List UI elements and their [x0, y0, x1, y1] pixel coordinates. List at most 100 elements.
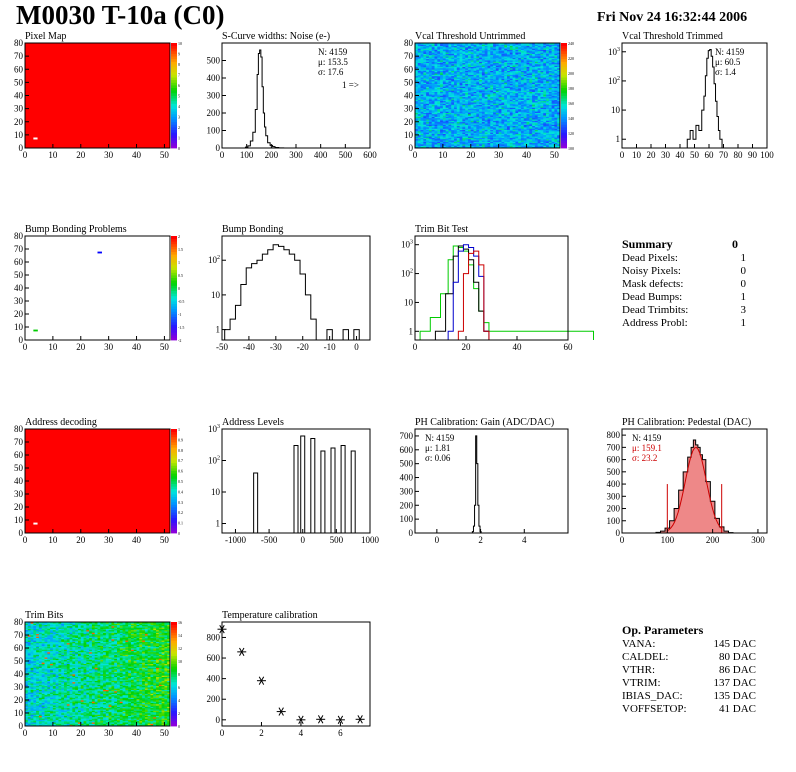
heatmap-cell	[501, 43, 505, 45]
heatmap-cell	[459, 75, 463, 78]
heatmap-cell	[415, 103, 419, 106]
heatmap-cell	[493, 50, 497, 53]
heatmap-cell	[554, 104, 558, 107]
heatmap-cell	[529, 46, 533, 49]
palette-band	[561, 132, 567, 136]
heatmap-cell	[501, 44, 505, 47]
heatmap-cell	[423, 85, 427, 87]
heatmap-cell	[448, 49, 452, 52]
heatmap-cell	[554, 103, 558, 106]
heatmap-cell	[548, 125, 553, 128]
heatmap-cell	[529, 60, 533, 62]
heatmap-cell	[540, 86, 544, 89]
heatmap-cell	[551, 108, 555, 111]
heatmap-cell	[490, 70, 494, 73]
heatmap-cell	[512, 50, 516, 53]
heatmap-cell	[465, 83, 469, 86]
heatmap-cell	[420, 112, 424, 115]
heatmap-cell	[487, 83, 491, 86]
heatmap-cell	[33, 689, 37, 692]
heatmap-cell	[462, 61, 466, 64]
heatmap-cell	[518, 49, 522, 52]
heatmap-cell	[501, 130, 505, 133]
heatmap-cell	[30, 687, 34, 689]
heatmap-cell	[495, 133, 500, 136]
heatmap-cell	[518, 134, 522, 137]
heatmap-cell	[540, 142, 544, 145]
heatmap-cell	[493, 81, 497, 83]
heatmap-cell	[534, 112, 539, 115]
palette-band	[171, 74, 177, 78]
heatmap-cell	[456, 104, 461, 107]
heatmap-cell	[437, 92, 441, 95]
heatmap-cell	[532, 113, 536, 116]
heatmap-cell	[459, 115, 463, 117]
heatmap-cell	[548, 134, 553, 137]
heatmap-cell	[437, 50, 441, 53]
y-tick-label: 20	[404, 117, 414, 127]
heatmap-cell	[493, 113, 497, 116]
heatmap-cell	[451, 134, 455, 137]
heatmap-cell	[498, 92, 502, 95]
heatmap-cell	[543, 113, 547, 116]
heatmap-cell	[476, 75, 480, 78]
heatmap-cell	[420, 96, 424, 99]
heatmap-cell	[481, 74, 486, 77]
heatmap-cell	[27, 707, 31, 710]
heatmap-cell	[515, 128, 519, 131]
heatmap-cell	[459, 95, 463, 98]
heatmap-cell	[495, 73, 500, 75]
heatmap-cell	[426, 116, 430, 119]
heatmap-cell	[459, 56, 463, 58]
heatmap-cell	[448, 54, 452, 57]
heatmap-cell	[490, 75, 494, 78]
histogram-line	[471, 435, 483, 534]
heatmap-cell	[459, 67, 463, 70]
heatmap-cell	[470, 75, 474, 78]
heatmap-cell	[448, 46, 452, 49]
heatmap-cell	[537, 115, 541, 117]
heatmap-cell	[529, 94, 533, 96]
heatmap-cell	[498, 98, 502, 100]
x-tick-label: 0	[300, 535, 305, 545]
heatmap-cell	[484, 121, 488, 124]
heatmap-cell	[462, 128, 466, 131]
heatmap-cell	[557, 134, 561, 137]
palette-band	[171, 488, 177, 492]
heatmap-cell	[557, 86, 561, 89]
y-tick-label: 102	[208, 255, 220, 265]
heatmap-cell	[440, 75, 444, 78]
heatmap-cell	[479, 53, 483, 56]
heatmap-cell	[479, 79, 483, 82]
heatmap-cell	[434, 103, 438, 106]
heatmap-cell	[534, 74, 539, 77]
heatmap-cell	[490, 140, 494, 142]
heatmap-cell	[473, 78, 477, 81]
heatmap-cell	[30, 719, 34, 722]
x-tick-label: 50	[550, 150, 560, 160]
heatmap-cell	[526, 96, 530, 99]
heatmap-cell	[481, 138, 486, 141]
heatmap-cell	[532, 90, 536, 92]
heatmap-cell	[25, 658, 29, 661]
heatmap-cell	[25, 648, 29, 650]
heatmap-cell	[543, 54, 547, 57]
heatmap-cell	[529, 88, 533, 91]
heatmap-cell	[487, 127, 491, 129]
heatmap-cell	[417, 128, 421, 131]
heatmap-cell	[465, 64, 469, 66]
heatmap-cell	[518, 74, 522, 77]
heatmap-cell	[467, 109, 472, 112]
heatmap-cell	[487, 57, 491, 60]
heatmap-cell	[415, 61, 419, 64]
heatmap-cell	[532, 123, 536, 125]
heatmap-cell	[33, 720, 37, 723]
heatmap-cell	[554, 70, 558, 73]
heatmap-cell	[462, 117, 466, 120]
heatmap-cell	[548, 112, 553, 115]
heatmap-cell	[546, 95, 550, 98]
heatmap-cell	[548, 132, 553, 134]
heatmap-cell	[462, 44, 466, 47]
heatmap-cell	[33, 683, 37, 685]
heatmap-cell	[543, 95, 547, 98]
